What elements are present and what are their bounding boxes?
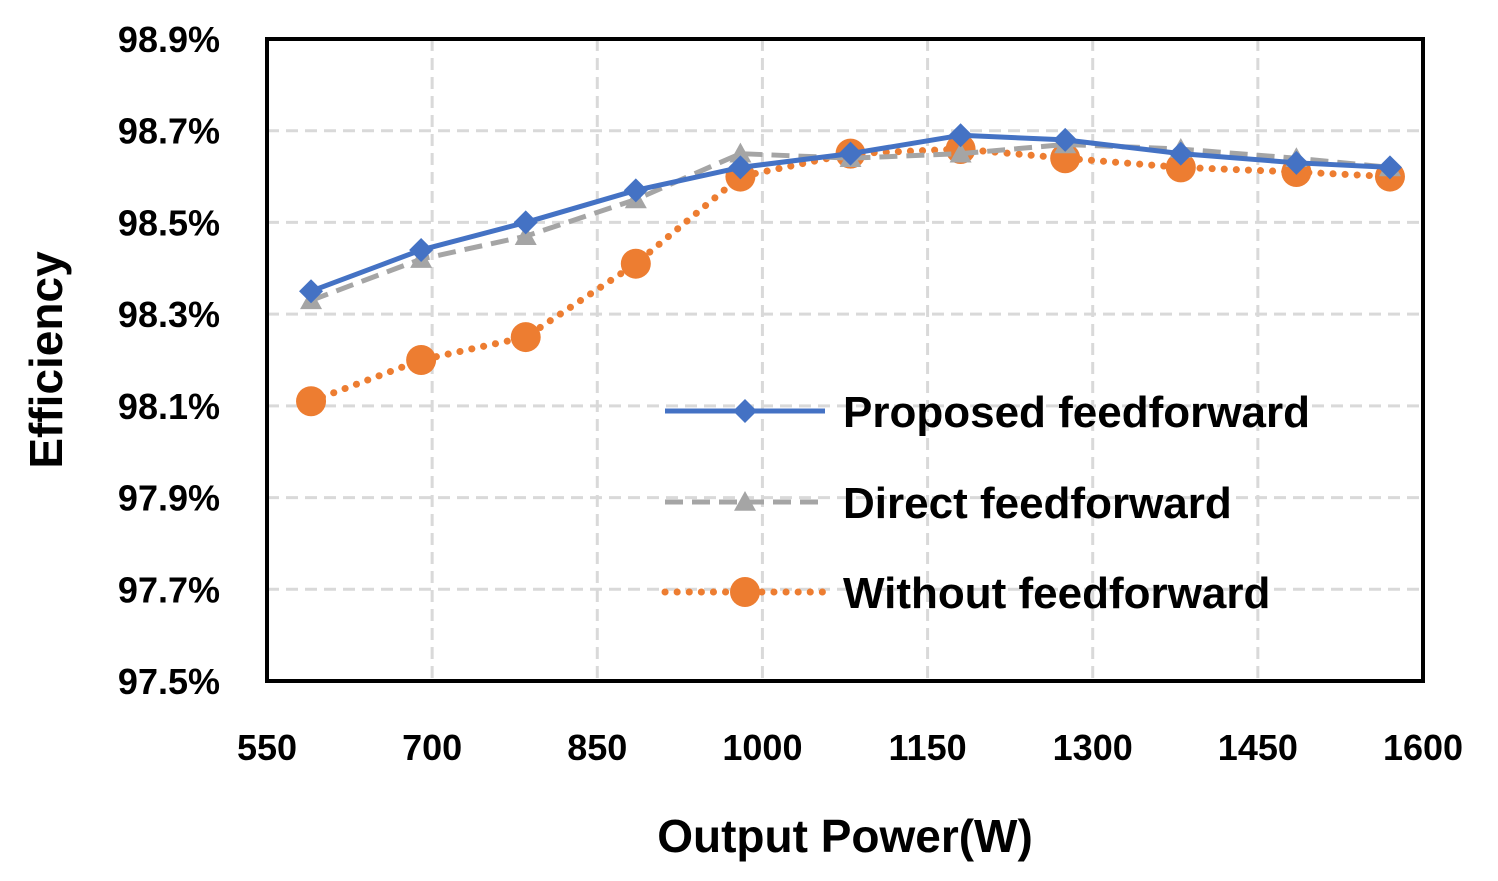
y-tick-label: 97.7% (118, 569, 220, 610)
data-point (623, 178, 648, 203)
data-point (838, 141, 863, 166)
data-point (1284, 150, 1309, 175)
data-point (406, 345, 437, 375)
x-tick-label: 850 (567, 727, 627, 768)
data-point (409, 237, 434, 262)
legend-marker (734, 491, 756, 511)
data-point (729, 142, 752, 163)
series-proposed-feedforward (299, 123, 1402, 304)
y-tick-label: 98.7% (118, 111, 220, 152)
series-line (307, 145, 1394, 405)
data-point (728, 155, 753, 180)
legend: Proposed feedforward Direct feedforward Wi… (661, 388, 1310, 618)
legend-label: Without feedforward (843, 569, 1270, 618)
legend-item: Direct feedforward (665, 479, 1232, 528)
series-without-feedforward (296, 134, 1405, 417)
data-point (513, 210, 538, 235)
x-tick-label: 1150 (889, 727, 967, 768)
series-layer (296, 123, 1405, 417)
data-point (620, 248, 651, 279)
y-tick-label: 98.5% (118, 202, 220, 243)
x-tick-label: 1600 (1383, 727, 1463, 768)
legend-marker (730, 577, 760, 607)
legend-item: Proposed feedforward (665, 388, 1310, 437)
x-tick-label: 1000 (722, 727, 802, 768)
plot-area-frame (265, 37, 1425, 683)
y-tick-label: 97.9% (118, 478, 220, 519)
legend-marker (733, 399, 757, 423)
data-point (1168, 141, 1193, 166)
x-axis-title: Output Power(W) (657, 810, 1033, 862)
y-tick-label: 98.9% (118, 19, 220, 60)
x-tick-label: 1450 (1218, 727, 1298, 768)
data-point (1377, 155, 1402, 180)
series-line (310, 141, 1391, 303)
data-point (514, 225, 537, 245)
y-tick-label: 98.1% (118, 386, 220, 427)
y-tick-label: 98.3% (118, 294, 220, 335)
legend-label: Direct feedforward (843, 479, 1232, 528)
x-tick-label: 550 (237, 727, 297, 768)
data-point (1053, 127, 1078, 152)
data-point (510, 322, 541, 353)
data-point (296, 386, 327, 417)
data-point (299, 279, 324, 304)
data-point (948, 123, 973, 148)
y-tick-label: 97.5% (118, 661, 220, 702)
legend-label: Proposed feedforward (843, 388, 1310, 437)
x-tick-label: 1300 (1053, 727, 1133, 768)
x-tick-label: 700 (402, 727, 462, 768)
y-tick-labels: 97.5% 97.7% 97.9% 98.1% 98.3% 98.5% 98.7% 98.9% (118, 19, 220, 702)
data-point (949, 142, 972, 163)
data-point (1165, 152, 1196, 183)
x-tick-labels: 550 700 850 1000 1150 1300 1450 1600 (237, 727, 1463, 768)
legend-item: Without feedforward (661, 569, 1270, 618)
y-axis-title: Efficiency (20, 251, 72, 469)
